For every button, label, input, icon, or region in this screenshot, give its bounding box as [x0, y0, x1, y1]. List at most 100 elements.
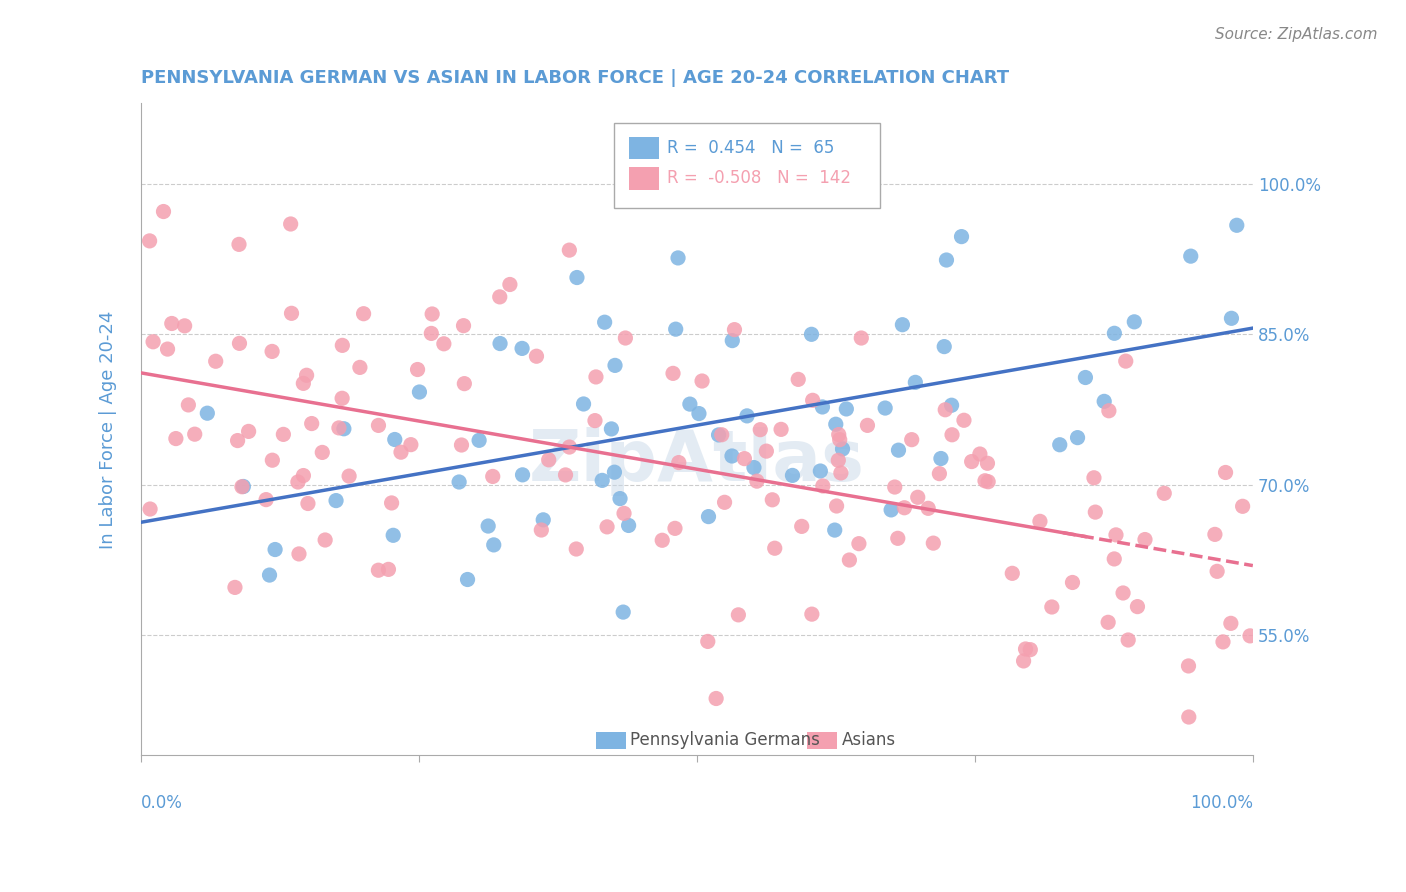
Point — [565, 270, 588, 285]
Point — [934, 340, 956, 354]
Point — [887, 532, 910, 546]
Point — [453, 318, 475, 333]
Point — [585, 370, 607, 384]
Point — [231, 480, 253, 494]
Point — [384, 433, 406, 447]
Point — [330, 392, 353, 406]
Point — [1092, 394, 1115, 409]
Point — [254, 492, 277, 507]
Point — [721, 449, 744, 463]
Point — [782, 468, 804, 483]
Point — [565, 541, 588, 556]
Point — [664, 521, 686, 535]
Point — [828, 427, 851, 442]
Point — [941, 427, 963, 442]
Point — [1239, 629, 1261, 643]
Point — [381, 496, 404, 510]
Point — [433, 336, 456, 351]
Point — [228, 237, 250, 252]
Point — [808, 464, 831, 478]
Point — [662, 367, 685, 381]
Point — [929, 451, 952, 466]
Point — [723, 323, 745, 337]
Point — [811, 400, 834, 414]
Point — [314, 533, 336, 547]
Point — [333, 422, 356, 436]
Point — [690, 374, 713, 388]
Point — [152, 204, 174, 219]
Point — [1098, 404, 1121, 418]
Point — [288, 547, 311, 561]
Point — [499, 277, 522, 292]
Point — [482, 538, 505, 552]
Point — [280, 217, 302, 231]
Point — [900, 433, 922, 447]
Point — [941, 398, 963, 412]
Point — [238, 425, 260, 439]
Point — [512, 467, 534, 482]
Point — [292, 376, 315, 391]
Text: R =  0.454   N =  65: R = 0.454 N = 65 — [666, 138, 834, 157]
Point — [264, 542, 287, 557]
Text: Pennsylvania Germans: Pennsylvania Germans — [630, 731, 820, 749]
Point — [733, 451, 755, 466]
Point — [1104, 326, 1126, 341]
Point — [572, 397, 595, 411]
Point — [165, 432, 187, 446]
Point — [450, 438, 472, 452]
Point — [1066, 431, 1088, 445]
Point — [688, 407, 710, 421]
Point — [856, 418, 879, 433]
Point — [770, 422, 793, 436]
Point — [787, 372, 810, 386]
Point — [828, 433, 851, 447]
Point — [1178, 710, 1201, 724]
Point — [824, 417, 846, 432]
Point — [603, 359, 626, 373]
Point — [696, 634, 718, 648]
Point — [851, 331, 873, 345]
Point — [755, 444, 778, 458]
Point — [1220, 311, 1243, 326]
Point — [377, 562, 399, 576]
Point — [710, 427, 733, 442]
Point — [139, 502, 162, 516]
Point — [477, 519, 499, 533]
Point — [1226, 219, 1249, 233]
Point — [922, 536, 945, 550]
FancyBboxPatch shape — [596, 731, 626, 749]
Point — [800, 607, 823, 622]
Point — [1212, 635, 1234, 649]
Point — [195, 406, 218, 420]
Point — [330, 338, 353, 352]
Point — [707, 428, 730, 442]
Point — [156, 342, 179, 356]
Point — [790, 519, 813, 533]
Point — [1133, 533, 1156, 547]
Point — [666, 251, 689, 265]
Point — [1001, 566, 1024, 581]
Point — [142, 334, 165, 349]
Point — [301, 417, 323, 431]
FancyBboxPatch shape — [628, 167, 659, 190]
Point — [449, 475, 471, 489]
Point — [311, 445, 333, 459]
Point — [1019, 642, 1042, 657]
Point — [1123, 315, 1146, 329]
Point — [969, 447, 991, 461]
Point — [679, 397, 702, 411]
Point — [262, 344, 284, 359]
Point — [328, 421, 350, 435]
FancyBboxPatch shape — [613, 123, 880, 208]
Point — [408, 384, 430, 399]
Point — [960, 454, 983, 468]
Point — [713, 495, 735, 509]
Point — [704, 691, 727, 706]
Point — [801, 393, 824, 408]
Point — [891, 318, 914, 332]
Point — [763, 541, 786, 556]
Point — [337, 469, 360, 483]
Text: PENNSYLVANIA GERMAN VS ASIAN IN LABOR FORCE | AGE 20-24 CORRELATION CHART: PENNSYLVANIA GERMAN VS ASIAN IN LABOR FO… — [141, 69, 1010, 87]
Point — [526, 349, 548, 363]
Point — [173, 318, 195, 333]
